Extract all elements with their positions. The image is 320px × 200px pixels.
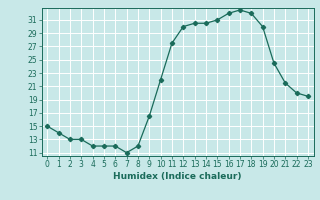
X-axis label: Humidex (Indice chaleur): Humidex (Indice chaleur) [113,172,242,181]
